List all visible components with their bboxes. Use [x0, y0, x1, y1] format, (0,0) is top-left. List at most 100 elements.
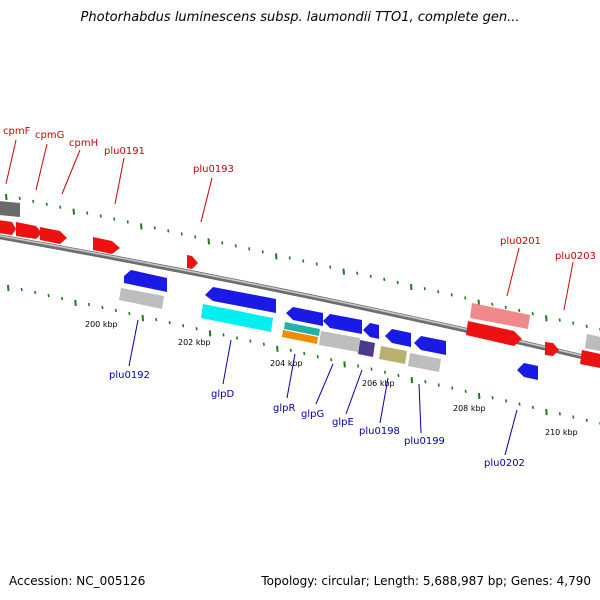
tick-mark	[276, 345, 279, 352]
tick-mark	[167, 229, 170, 233]
feature-cpmG[interactable]	[16, 222, 42, 239]
tick-mark	[585, 418, 588, 422]
tick-mark	[207, 238, 210, 245]
label-plu0203[interactable]: plu0203	[555, 251, 596, 262]
tick-mark	[343, 361, 346, 368]
tick-mark	[303, 351, 306, 356]
tick-mark	[531, 405, 535, 409]
tick-mark	[248, 247, 251, 251]
feature-plu0199[interactable]	[414, 336, 446, 355]
tick-mark	[410, 283, 413, 291]
tick-mark	[74, 299, 77, 307]
tick-marks	[5, 193, 600, 426]
tick-mark	[316, 354, 319, 359]
genome-backbone	[0, 234, 600, 364]
feature-grey-right[interactable]	[585, 334, 600, 352]
tick-mark	[18, 196, 21, 201]
forward-label-group	[5, 139, 574, 311]
tick-mark	[101, 305, 104, 310]
tick-mark	[504, 305, 507, 310]
label-plu0191[interactable]: plu0191	[104, 146, 145, 157]
label-cpmH[interactable]: cpmH	[69, 138, 98, 149]
feature-glpR-teal[interactable]	[284, 322, 320, 336]
feature-glpR[interactable]	[286, 307, 323, 326]
tick-mark	[208, 330, 212, 337]
tick-mark	[491, 396, 494, 400]
feature-plu0201b[interactable]	[545, 342, 559, 356]
tick-mark	[383, 277, 386, 282]
tick-mark	[45, 202, 48, 206]
label-cpmF[interactable]: cpmF	[3, 126, 31, 137]
feature-glpD[interactable]	[205, 287, 276, 313]
tick-mark	[114, 308, 117, 313]
feature-plu0201[interactable]	[466, 321, 522, 346]
tick-mark	[261, 250, 264, 254]
label-glpG[interactable]: glpG	[301, 409, 324, 420]
tick-mark	[20, 287, 23, 292]
feature-glpG-grey[interactable]	[319, 331, 360, 352]
tick-mark	[572, 321, 575, 325]
label-glpD[interactable]: glpD	[211, 389, 234, 400]
scale-label-202: 202 kbp	[178, 338, 211, 347]
label-plu0202[interactable]: plu0202	[484, 458, 525, 469]
feature-plu0203[interactable]	[580, 350, 600, 369]
tick-mark	[222, 333, 225, 337]
tick-mark	[155, 317, 158, 322]
tick-mark	[342, 268, 345, 275]
tick-mark	[437, 290, 440, 294]
tick-mark	[195, 327, 198, 331]
tick-mark	[99, 214, 102, 218]
feature-glpE[interactable]	[363, 323, 379, 339]
tick-mark	[153, 226, 156, 230]
label-glpR[interactable]: glpR	[273, 403, 295, 414]
tick-mark	[491, 302, 494, 306]
tick-mark	[32, 199, 35, 203]
feature-plu0201-pink[interactable]	[470, 303, 530, 329]
genome-backbone-highlight	[0, 235, 600, 361]
label-cpmG[interactable]: cpmG	[35, 130, 64, 141]
tick-mark	[47, 293, 50, 298]
tick-mark	[410, 377, 414, 384]
tick-mark	[369, 274, 372, 278]
label-plu0193[interactable]: plu0193	[193, 164, 234, 175]
tick-mark	[234, 244, 237, 248]
feature-plu0192[interactable]	[124, 270, 167, 292]
feature-cpmH[interactable]	[40, 227, 67, 244]
tick-mark	[572, 415, 575, 419]
feature-glpD-cyan[interactable]	[201, 304, 273, 332]
feature-plu0199-grey[interactable]	[408, 353, 441, 372]
feature-plu0193[interactable]	[187, 255, 198, 269]
reverse-features	[119, 270, 538, 380]
label-plu0198[interactable]: plu0198	[359, 426, 400, 437]
feature-plu0198-khaki[interactable]	[379, 346, 407, 364]
tick-mark	[464, 389, 467, 393]
feature-glpR-orange[interactable]	[282, 330, 318, 344]
tick-mark	[59, 205, 62, 209]
tick-mark	[397, 373, 400, 378]
tick-mark	[558, 318, 561, 322]
tick-mark	[235, 336, 239, 340]
tick-mark	[126, 220, 129, 224]
feature-plu0192-grey[interactable]	[119, 288, 164, 309]
feature-glpG[interactable]	[323, 314, 362, 334]
tick-mark	[140, 223, 143, 230]
tick-mark	[61, 296, 64, 301]
feature-plu0198[interactable]	[385, 329, 411, 347]
tick-mark	[423, 287, 426, 291]
tick-mark	[302, 259, 305, 263]
feature-cpmF[interactable]	[0, 220, 16, 235]
label-plu0201[interactable]: plu0201	[500, 236, 541, 247]
feature-glpE-purple[interactable]	[358, 340, 375, 357]
feature-plu0191[interactable]	[93, 237, 120, 254]
tick-mark	[356, 271, 359, 275]
tick-mark	[396, 280, 399, 285]
label-plu0192[interactable]: plu0192	[109, 370, 150, 381]
tick-mark	[7, 284, 10, 292]
tick-mark	[464, 296, 467, 300]
feature-grey-upper[interactable]	[0, 201, 20, 217]
tick-mark	[531, 312, 534, 316]
feature-plu0202[interactable]	[517, 363, 538, 380]
label-glpE[interactable]: glpE	[332, 417, 354, 428]
label-plu0199[interactable]: plu0199	[404, 436, 445, 447]
